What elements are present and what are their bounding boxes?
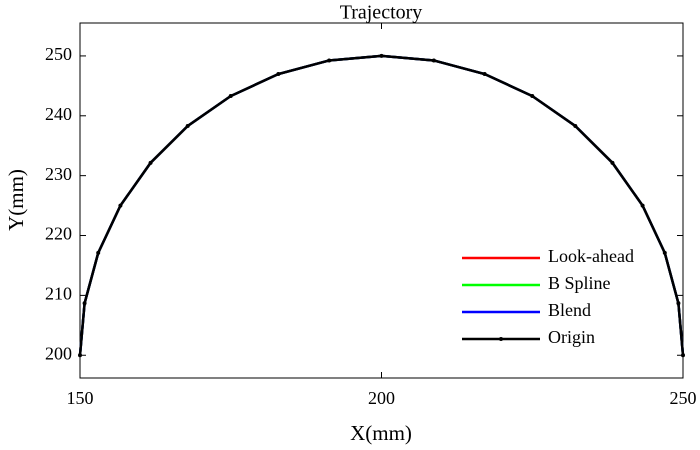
y-tick-label: 240 bbox=[45, 104, 72, 124]
y-tick-label: 210 bbox=[45, 284, 72, 304]
point-marker bbox=[148, 160, 153, 165]
y-tick-label: 230 bbox=[45, 164, 72, 184]
chart-title: Trajectory bbox=[340, 2, 423, 24]
point-marker bbox=[610, 160, 615, 165]
plot-frame bbox=[79, 22, 684, 379]
y-tick-label: 250 bbox=[45, 44, 72, 64]
x-tick-label: 200 bbox=[368, 388, 395, 408]
point-marker bbox=[96, 250, 101, 255]
x-tick-label: 250 bbox=[670, 388, 697, 408]
point-marker bbox=[676, 301, 681, 306]
point-marker bbox=[379, 53, 384, 58]
legend-label: Blend bbox=[548, 300, 591, 320]
point-marker bbox=[118, 203, 123, 208]
x-axis-label: X(mm) bbox=[350, 421, 412, 445]
point-marker bbox=[431, 58, 436, 63]
point-marker bbox=[276, 72, 281, 77]
legend-marker bbox=[499, 337, 503, 341]
y-axis-label: Y(mm) bbox=[4, 169, 28, 231]
point-marker bbox=[78, 353, 82, 358]
point-marker bbox=[82, 301, 87, 306]
y-tick-label: 200 bbox=[45, 343, 72, 363]
series-line bbox=[78, 54, 685, 356]
series-line bbox=[78, 54, 685, 356]
x-tick-label: 150 bbox=[67, 388, 94, 408]
y-tick-label: 220 bbox=[45, 224, 72, 244]
series-line bbox=[78, 54, 685, 356]
point-marker bbox=[530, 94, 535, 99]
legend-label: B Spline bbox=[548, 273, 611, 293]
point-marker bbox=[573, 123, 578, 128]
point-marker bbox=[640, 203, 645, 208]
point-marker bbox=[482, 72, 487, 77]
point-marker bbox=[228, 94, 233, 99]
series-line bbox=[78, 54, 685, 356]
legend-label: Look-ahead bbox=[548, 246, 634, 266]
point-marker bbox=[681, 353, 685, 358]
legend-label: Origin bbox=[548, 327, 595, 347]
point-marker bbox=[662, 250, 667, 255]
point-marker bbox=[327, 58, 332, 63]
point-marker bbox=[185, 123, 190, 128]
